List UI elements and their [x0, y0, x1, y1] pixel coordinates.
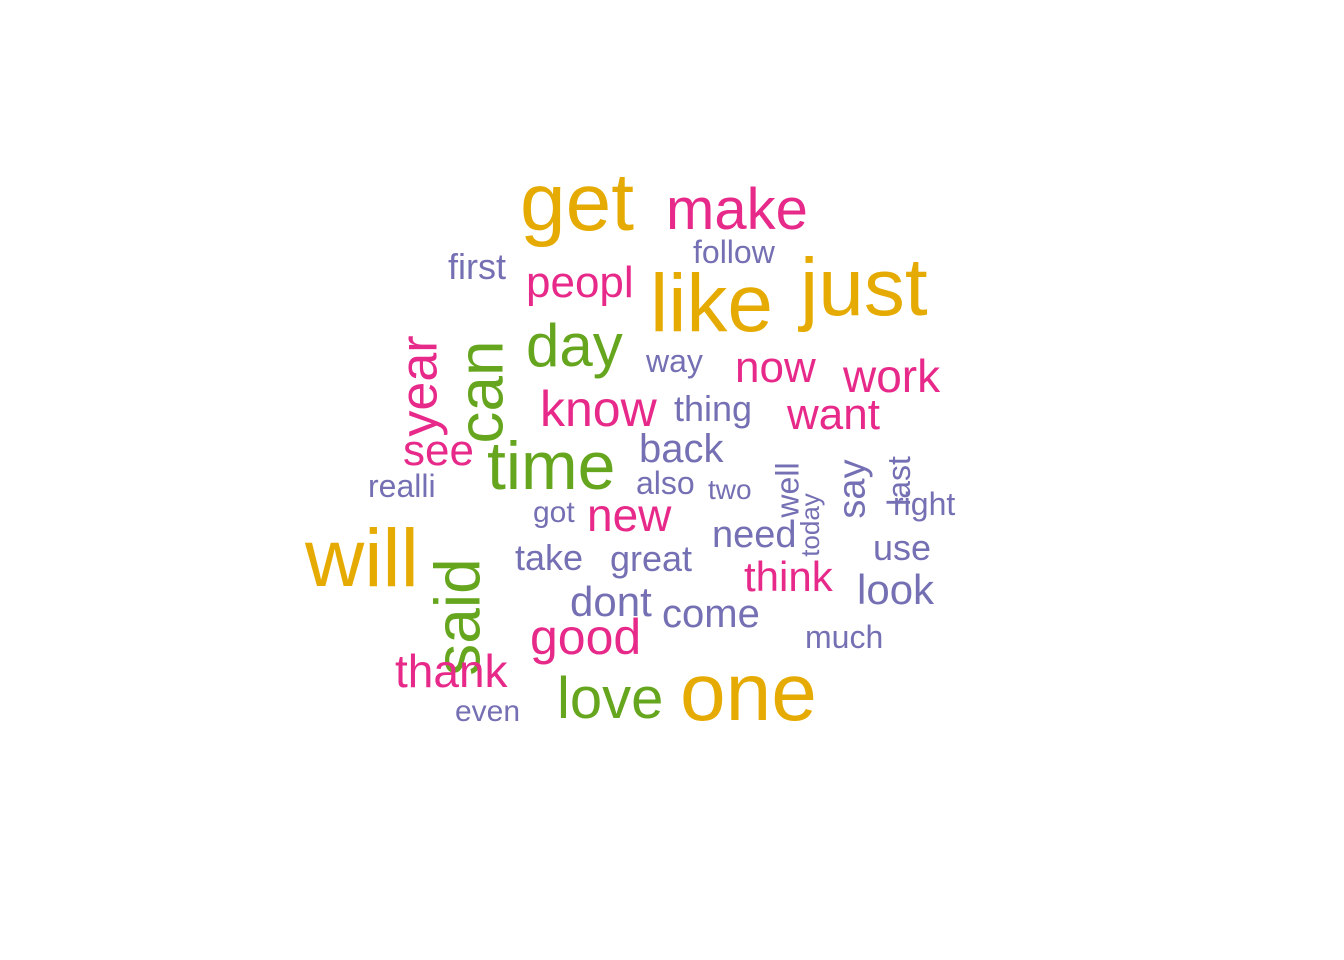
word-time: time: [487, 428, 616, 504]
word-back: back: [639, 427, 724, 471]
word-peopl: peopl: [526, 258, 634, 307]
word-follow: follow: [693, 234, 775, 270]
word-good: good: [530, 609, 642, 665]
word-got: got: [533, 496, 575, 529]
word-say: say: [831, 458, 874, 519]
word-will: will: [305, 513, 419, 604]
word-think: think: [744, 553, 833, 600]
word-thank: thank: [395, 645, 508, 697]
word-two: two: [708, 474, 752, 505]
word-know: know: [540, 381, 657, 437]
word-right: right: [893, 486, 956, 522]
word-just: just: [800, 242, 928, 333]
word-look: look: [857, 566, 935, 613]
word-need: need: [712, 514, 797, 556]
word-dont: dont: [570, 578, 652, 625]
word-realli: realli: [368, 468, 436, 504]
word-new: new: [587, 489, 672, 541]
word-day: day: [526, 312, 623, 379]
word-take: take: [515, 537, 584, 578]
word-thing: thing: [674, 388, 753, 429]
word-way: way: [646, 343, 703, 379]
word-great: great: [610, 538, 693, 579]
word-one: one: [680, 647, 817, 738]
word-see: see: [403, 426, 474, 475]
word-year: year: [390, 334, 449, 437]
word-also: also: [636, 465, 695, 501]
word-much: much: [805, 619, 884, 655]
word-first: first: [448, 246, 506, 287]
word-now: now: [735, 343, 816, 392]
word-make: make: [666, 177, 808, 242]
word-even: even: [455, 695, 521, 728]
word-work: work: [843, 350, 941, 402]
word-get: get: [520, 157, 634, 248]
word-come: come: [662, 592, 760, 636]
word-love: love: [557, 666, 664, 731]
word-use: use: [873, 527, 932, 568]
word-today: today: [794, 493, 825, 557]
word-want: want: [787, 390, 880, 439]
word-like: like: [650, 258, 774, 349]
